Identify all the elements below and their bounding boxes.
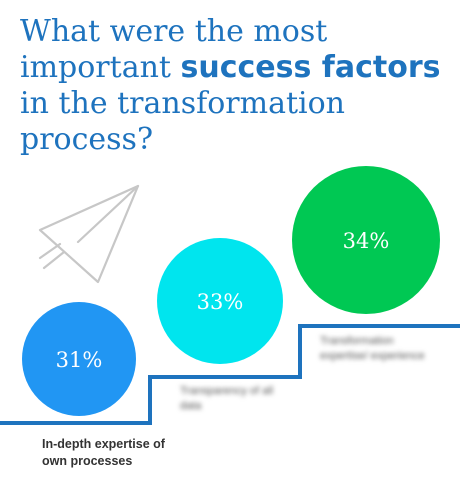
paper-plane-icon <box>38 184 140 284</box>
step-line <box>0 324 460 425</box>
title-part-2: in the transformation process? <box>20 86 345 157</box>
bubble-value-label-2: 34% <box>343 229 390 253</box>
bubble-2 <box>292 166 440 314</box>
category-label-1: Transparency of all data <box>180 385 274 412</box>
category-label-2: Transformation expertise/ experience <box>320 335 425 362</box>
bubble-1 <box>157 238 283 364</box>
bubble-0 <box>22 302 136 416</box>
title-emphasis: success factors <box>180 50 441 85</box>
chart-title: What were the most important success fac… <box>20 14 450 158</box>
bubble-value-label-1: 33% <box>197 290 244 314</box>
bubble-value-label-0: 31% <box>56 348 103 372</box>
bubbles: 31% 33% 34% <box>22 166 440 416</box>
category-label-0: In-depth expertise of own processes <box>42 437 165 468</box>
title-part-1: What were the most important <box>20 14 328 85</box>
